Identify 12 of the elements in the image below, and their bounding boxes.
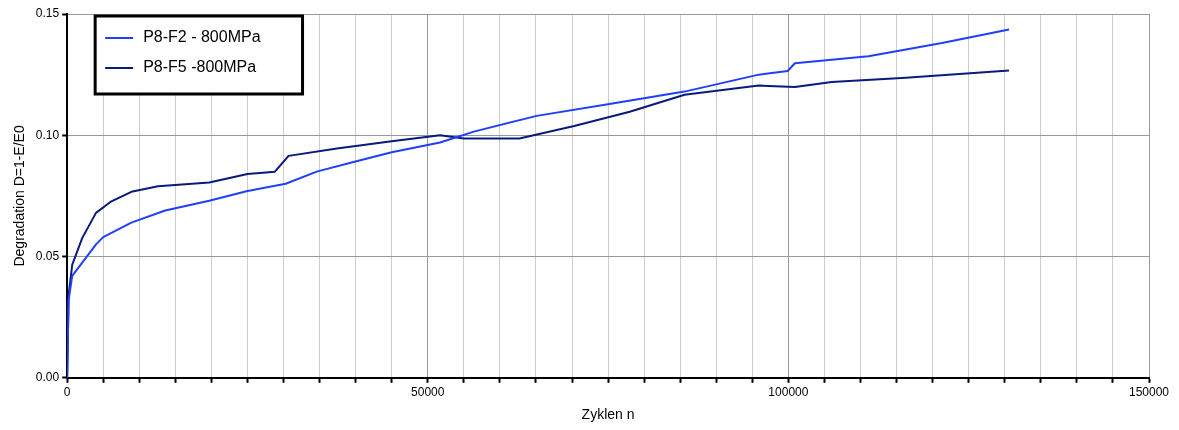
y-tick-label: 0.00	[35, 370, 60, 385]
y-tick-label: 0.10	[35, 127, 60, 142]
y-axis-title: Degradation D=1-E/E0	[11, 125, 28, 267]
x-axis-title: Zyklen n	[581, 406, 635, 423]
y-tick-label: 0.05	[35, 248, 60, 263]
y-tick-label: 0.15	[35, 6, 60, 21]
x-tick-label: 150000	[1128, 385, 1170, 400]
x-tick-label: 0	[63, 385, 71, 400]
x-tick-label: 100000	[768, 385, 809, 400]
legend-label: P8-F2 - 800MPa	[143, 28, 261, 46]
x-tick-label: 50000	[411, 385, 445, 400]
legend-label: P8-F5 -800MPa	[143, 58, 257, 76]
